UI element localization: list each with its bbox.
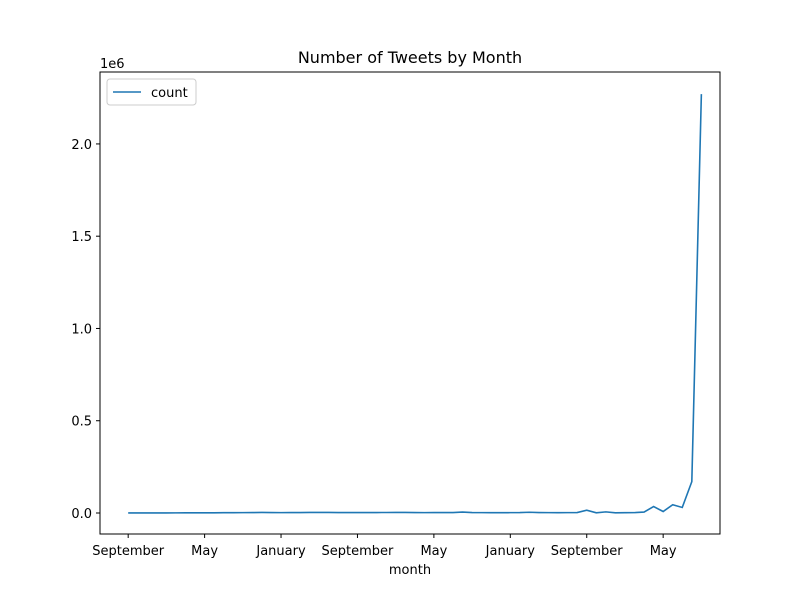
- x-tick-label: January: [485, 544, 536, 559]
- legend-label: count: [151, 86, 188, 101]
- x-tick-label: May: [191, 544, 218, 559]
- y-tick-label: 0.0: [71, 507, 92, 522]
- x-tick-label: May: [420, 544, 447, 559]
- y-tick-label: 1.0: [71, 322, 92, 337]
- data-line: [128, 94, 703, 514]
- y-offset-text: 1e6: [100, 57, 125, 72]
- x-tick-label: September: [322, 544, 395, 559]
- y-tick-label: 1.5: [71, 230, 92, 245]
- legend-box: [106, 78, 197, 106]
- plot-frame: [99, 71, 721, 535]
- y-tick-label: 0.5: [71, 415, 92, 430]
- chart-title: Number of Tweets by Month: [298, 48, 522, 67]
- x-tick-label: September: [92, 544, 165, 559]
- y-tick-label: 2.0: [71, 138, 92, 153]
- x-tick-label: May: [650, 544, 677, 559]
- x-tick-label: September: [551, 544, 624, 559]
- x-axis-label: month: [389, 563, 431, 578]
- x-tick-label: January: [255, 544, 306, 559]
